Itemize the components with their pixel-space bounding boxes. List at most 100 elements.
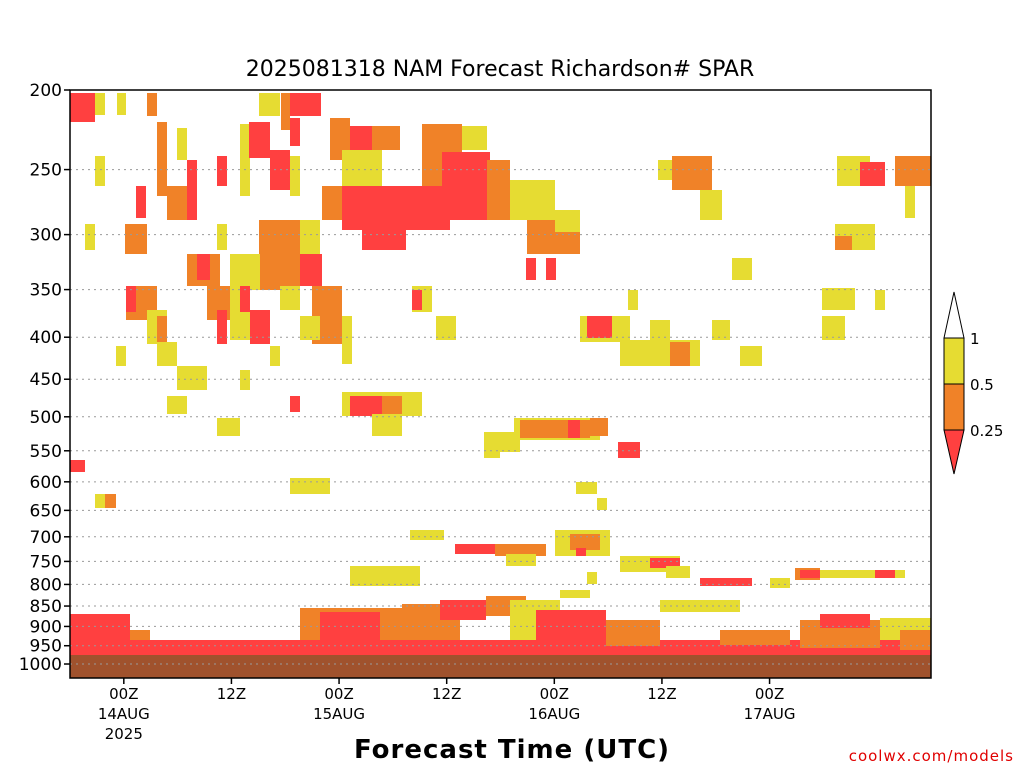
richardson-cell: [506, 554, 536, 566]
legend-cap-bottom: [943, 429, 965, 475]
richardson-cell: [217, 418, 240, 436]
richardson-cell: [187, 160, 197, 220]
richardson-cell: [290, 396, 300, 412]
pressure-axis: 200 250 300 350 400 450 500 550 600 650 700 750 8008…: [19, 81, 70, 675]
richardson-cell: [455, 544, 495, 554]
x-tick-date: 16AUG: [528, 705, 580, 723]
richardson-cell: [895, 156, 931, 186]
richardson-cell: [259, 93, 280, 116]
richardson-cell: [177, 366, 207, 390]
y-tick-label: 700: [30, 528, 62, 548]
richardson-cell: [875, 570, 895, 578]
y-tick-label: 450: [30, 370, 62, 390]
x-tick-label: 00Z: [755, 685, 784, 703]
richardson-cell: [280, 286, 300, 310]
richardson-cell: [260, 254, 300, 290]
legend-label: 0.25: [970, 422, 1003, 440]
richardson-cell: [436, 316, 456, 340]
richardson-cell: [250, 310, 270, 344]
y-tick-label: 200: [30, 81, 62, 101]
stability-cells: [70, 93, 931, 655]
richardson-cell: [147, 93, 157, 116]
x-tick-label: 00Z: [324, 685, 353, 703]
richardson-cell: [628, 290, 638, 310]
richardson-cell: [820, 570, 905, 578]
richardson-cell: [281, 93, 321, 116]
richardson-cell: [70, 460, 85, 472]
richardson-cell: [576, 482, 597, 494]
x-tick-date: 15AUG: [313, 705, 365, 723]
richardson-cell: [290, 156, 300, 196]
richardson-cell: [442, 152, 490, 220]
richardson-cell: [125, 224, 147, 254]
richardson-cell: [249, 122, 270, 158]
richardson-cell: [587, 316, 612, 338]
richardson-cell: [875, 290, 885, 310]
richardson-cell: [217, 156, 227, 186]
richardson-cell: [495, 544, 546, 556]
y-tick-label: 850: [30, 597, 62, 617]
richardson-cell: [670, 342, 690, 366]
richardson-cell: [576, 548, 586, 556]
richardson-cell: [157, 342, 177, 366]
richardson-cell: [372, 414, 402, 436]
richardson-cell: [410, 530, 444, 540]
richardson-cell: [672, 156, 712, 190]
richardson-cell: [860, 162, 885, 186]
x-tick-label: 00Z: [109, 685, 138, 703]
richardson-cell: [712, 320, 730, 340]
richardson-cell: [618, 442, 640, 458]
richardson-cell: [650, 320, 670, 342]
richardson-cell: [568, 420, 580, 438]
richardson-cell: [700, 578, 752, 586]
richardson-cell: [136, 186, 146, 218]
richardson-cell: [905, 186, 915, 218]
richardson-cell: [650, 558, 680, 568]
richardson-cell: [372, 126, 400, 150]
richardson-cell: [800, 570, 825, 578]
richardson-cell: [330, 118, 350, 160]
richardson-cell: [835, 236, 852, 250]
legend-label: 1: [970, 330, 980, 348]
richardson-cell: [157, 316, 167, 342]
richardson-cell: [412, 290, 422, 310]
richardson-cell: [70, 640, 931, 655]
richardson-cell: [85, 224, 95, 250]
richardson-cell: [350, 566, 420, 586]
y-tick-label: 950: [30, 637, 62, 657]
richardson-cell: [230, 254, 260, 290]
y-tick-label: 250: [30, 161, 62, 181]
richardson-cell: [217, 224, 227, 250]
x-tick-date: 14AUG: [98, 705, 150, 723]
richardson-cell: [281, 93, 290, 130]
x-axis-label: Forecast Time (UTC): [354, 735, 670, 765]
richardson-cell: [526, 258, 536, 280]
richardson-cell: [177, 128, 187, 160]
y-tick-label: 500: [30, 408, 62, 428]
richardson-cell: [587, 572, 597, 584]
richardson-cell: [597, 498, 607, 510]
y-tick-label: 750: [30, 552, 62, 572]
richardson-cell: [342, 316, 352, 364]
richardson-cell: [300, 254, 322, 286]
richardson-cell: [822, 288, 855, 310]
richardson-cell: [822, 316, 845, 340]
richardson-cell: [590, 418, 608, 436]
footer-credit: coolwx.com/models: [849, 747, 1014, 765]
richardson-cell: [820, 614, 870, 628]
x-tick-label: 12Z: [217, 685, 246, 703]
richardson-cell: [487, 160, 510, 220]
richardson-cell: [666, 566, 690, 578]
richardson-cell: [440, 600, 486, 620]
richardson-cell: [157, 122, 167, 196]
ground-layer: [70, 655, 931, 678]
richardson-cell: [606, 620, 660, 646]
y-tick-label: 1000: [19, 655, 62, 675]
richardson-cell: [770, 578, 790, 588]
legend-swatch: [943, 383, 965, 431]
richardson-cell: [462, 126, 487, 150]
time-axis: 00Z 14AUG 2025 12Z 00Z 15AUG 12Z 00Z 16AUG 12Z 00Z…: [98, 678, 796, 743]
richardson-cell: [555, 210, 580, 232]
y-tick-label: 400: [30, 328, 62, 348]
